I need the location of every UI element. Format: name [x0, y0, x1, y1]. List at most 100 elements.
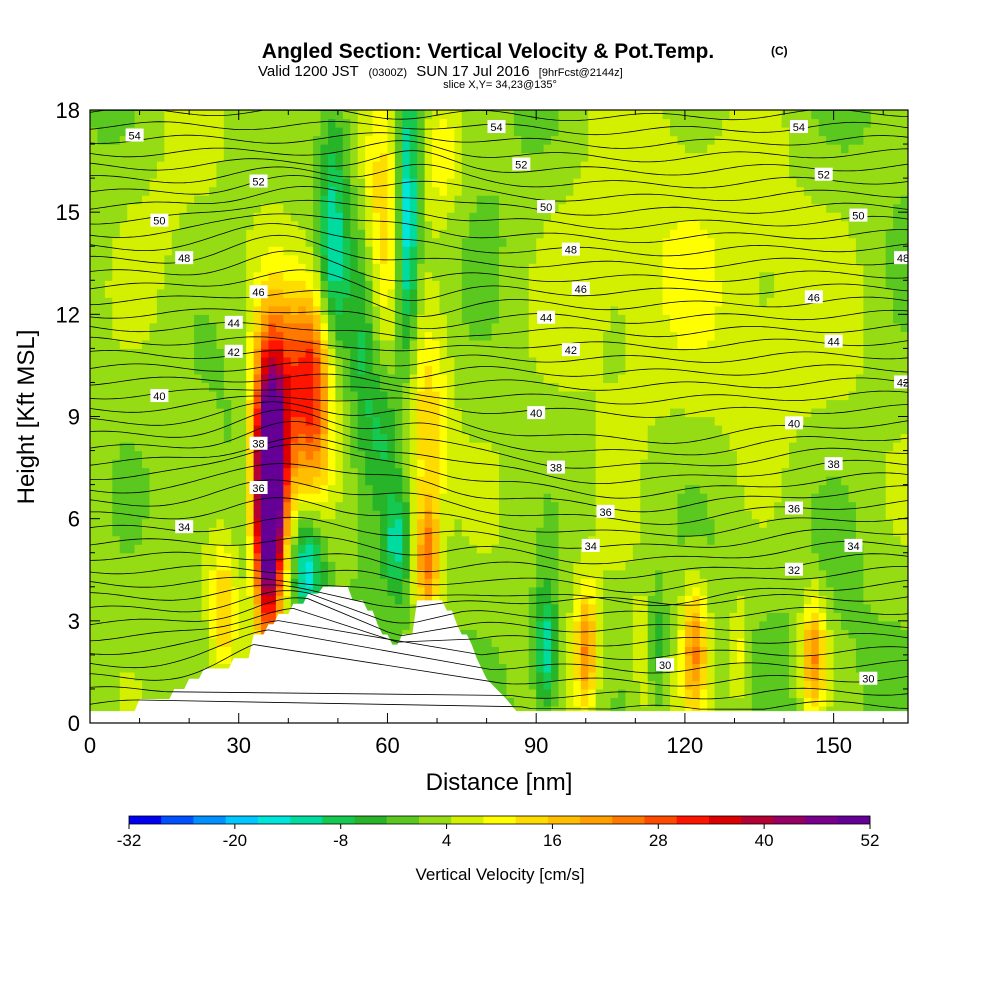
isentrope-line: [90, 584, 908, 608]
isentrope-line: [90, 223, 908, 257]
isentrope-line: [90, 686, 908, 700]
colorbar-swatch: [225, 816, 259, 824]
isentrope-line: [90, 443, 908, 499]
isentrope-line: [90, 213, 908, 243]
isentrope-line: [90, 336, 908, 352]
isentrope-line: [90, 250, 908, 282]
colorbar-swatch: [322, 816, 355, 824]
isentrope-label: 44: [824, 334, 843, 349]
colorbar-swatch: [418, 816, 452, 824]
isentrope-label-text: 50: [852, 211, 864, 223]
isentrope-line: [90, 565, 908, 594]
isentrope-label-text: 44: [828, 337, 840, 349]
colorbar-swatch: [676, 816, 710, 824]
x-axis: 0 30 60 90 120 150: [84, 110, 884, 758]
y-tick-label: 0: [68, 711, 80, 736]
chart-title: Angled Section: Vertical Velocity & Pot.…: [262, 40, 714, 63]
isentrope-label-text: 48: [897, 253, 909, 265]
isentrope-label-text: 50: [540, 202, 552, 214]
isentrope-line: [90, 536, 908, 565]
chart-subtitle: Valid 1200 JST (0300Z) SUN 17 Jul 2016 […: [258, 63, 623, 80]
colorbar-tick-label: -8: [333, 831, 348, 850]
isentrope-label: 54: [125, 128, 144, 143]
isentrope-line: [90, 644, 908, 687]
isentrope-label: 40: [784, 416, 803, 430]
colorbar-swatch: [741, 816, 774, 824]
isentrope-line: [90, 132, 908, 149]
colorbar-swatch: [354, 816, 388, 824]
isentrope-label-text: 44: [228, 318, 240, 330]
isentrope-label-text: 40: [788, 418, 800, 430]
isentrope-label-text: 54: [793, 122, 805, 134]
isentrope-line: [90, 234, 908, 270]
isentrope-label: 34: [175, 520, 194, 534]
subtitle-utc: (0300Z): [369, 67, 408, 79]
isentrope-label: 38: [249, 436, 268, 451]
isentrope-label-text: 46: [252, 287, 264, 299]
colorbar-swatch: [386, 816, 420, 824]
isentrope-labels: 54 52 50 48 46 44 42 40 38 36 34 54 52 50 48 46 44 42 40 38…: [125, 120, 909, 686]
isentrope-line: [90, 607, 908, 647]
isentrope-label-text: 38: [550, 463, 562, 475]
isentrope-label-text: 46: [808, 292, 820, 304]
y-tick-label: 12: [56, 302, 80, 327]
isentrope-line: [90, 590, 908, 624]
isentrope-line: [90, 110, 908, 121]
isentrope-line: [90, 163, 908, 189]
colorbar-swatch: [805, 816, 839, 824]
isentrope-label: 50: [849, 208, 868, 223]
isentrope-label: 40: [527, 406, 546, 420]
x-tick-label: 60: [375, 733, 399, 758]
colorbar-swatch: [257, 816, 291, 824]
x-tick-label: 90: [524, 733, 548, 758]
colorbar-swatch: [129, 816, 162, 824]
colorbar-swatch: [580, 816, 613, 824]
colorbar-swatch: [193, 816, 227, 824]
isentrope-line: [90, 463, 908, 513]
isentrope-label-text: 52: [818, 170, 830, 182]
chart-title-block: Angled Section: Vertical Velocity & Pot.…: [258, 40, 788, 91]
colorbar-frame: [128, 815, 871, 825]
isentrope-label-text: 48: [178, 253, 190, 265]
isentrope-label: 36: [596, 504, 615, 519]
isentrope-label: 44: [537, 310, 556, 325]
isentrope-line: [90, 140, 908, 163]
isentrope-label: 44: [224, 315, 243, 330]
isentrope-line: [90, 576, 908, 606]
isentrope-label: 48: [894, 251, 909, 265]
isentrope-label: 52: [814, 167, 833, 182]
isentrope-label: 38: [824, 457, 843, 471]
isentrope-line: [90, 497, 908, 537]
x-tick-label: 150: [815, 733, 852, 758]
colorbar-label: Vertical Velocity [cm/s]: [415, 865, 584, 884]
isentrope-line: [90, 401, 908, 444]
isentrope-label-text: 46: [575, 284, 587, 296]
colorbar-swatch: [612, 816, 645, 824]
y-tick-label: 18: [56, 98, 80, 123]
colorbar-swatch: [161, 816, 194, 824]
terrain-mask: [90, 586, 908, 723]
y-tick-label: 15: [56, 200, 80, 225]
isentrope-label: 48: [561, 242, 580, 257]
isentrope-line: [90, 308, 908, 330]
colorbar-tick-label: -32: [117, 831, 142, 850]
isentrope-label-text: 38: [828, 459, 840, 471]
y-tick-label: 6: [68, 507, 80, 532]
isentrope-line: [90, 551, 908, 580]
isentrope-label: 34: [581, 538, 600, 553]
isentrope-label-text: 50: [153, 216, 165, 228]
isentrope-line: [90, 479, 908, 525]
isentrope-line: [90, 174, 908, 202]
isentrope-label-text: 36: [788, 503, 800, 515]
isentrope-line: [90, 199, 908, 230]
isentrope-label: 50: [537, 200, 556, 214]
isentrope-contours: [90, 110, 908, 710]
isentrope-line: [90, 290, 908, 317]
subtitle-valid: Valid 1200 JST: [258, 63, 358, 80]
colorbar-swatch: [515, 816, 549, 824]
isentrope-label-text: 42: [228, 347, 240, 359]
isentrope-label-text: 34: [847, 541, 859, 553]
x-tick-label: 120: [667, 733, 704, 758]
